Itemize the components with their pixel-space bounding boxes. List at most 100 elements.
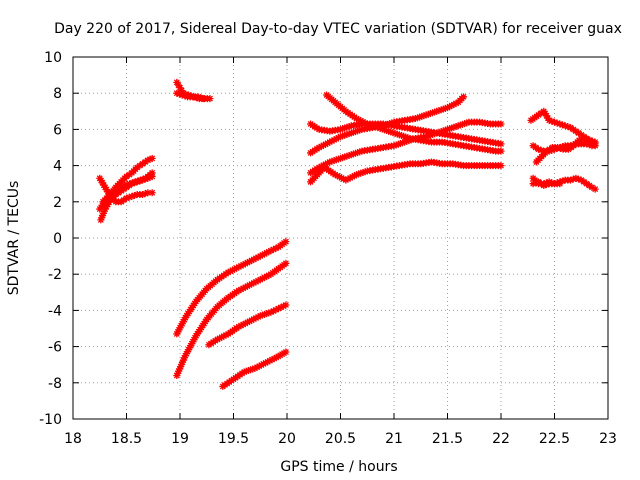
data-marker (265, 248, 273, 256)
data-marker (569, 175, 577, 183)
data-point (235, 323, 243, 331)
data-marker (339, 132, 347, 140)
data-marker (177, 322, 185, 330)
data-marker (174, 81, 182, 89)
data-marker (416, 113, 424, 121)
data-marker (263, 249, 271, 257)
data-point (97, 216, 105, 224)
data-marker (178, 360, 186, 368)
data-marker (341, 124, 349, 132)
data-marker (178, 86, 186, 94)
series-b2 (173, 89, 208, 103)
data-marker (125, 193, 133, 201)
data-point (411, 115, 419, 123)
data-point (240, 368, 248, 376)
data-point (256, 252, 264, 260)
data-marker (99, 209, 107, 217)
data-marker (354, 149, 362, 157)
x-tick-label: 20.5 (325, 431, 356, 447)
data-point (497, 162, 505, 170)
data-point (282, 238, 290, 246)
data-marker (261, 310, 269, 318)
data-marker (254, 313, 262, 321)
data-point (545, 147, 553, 155)
data-marker (241, 319, 249, 327)
data-marker (183, 348, 191, 356)
data-marker (220, 332, 228, 340)
x-tick-label: 18.5 (111, 431, 142, 447)
data-marker (378, 125, 386, 133)
data-marker (431, 130, 439, 138)
data-point (337, 133, 344, 141)
data-marker (254, 253, 262, 261)
data-marker (548, 117, 556, 125)
data-marker (128, 179, 136, 187)
data-point (326, 158, 334, 166)
data-marker (564, 123, 572, 131)
data-marker (188, 340, 196, 348)
data-point (497, 147, 505, 155)
data-marker (179, 318, 187, 326)
x-tick-label: 21.5 (432, 431, 463, 447)
data-marker (354, 127, 362, 135)
data-point (444, 104, 451, 112)
data-marker (392, 141, 400, 149)
data-marker (239, 284, 247, 292)
data-marker (349, 150, 357, 158)
data-marker (243, 259, 251, 267)
data-point (315, 163, 323, 171)
data-point (128, 192, 136, 200)
data-point (591, 138, 599, 146)
data-marker (356, 148, 364, 156)
data-marker (98, 214, 106, 222)
data-point (347, 129, 355, 137)
data-marker (123, 181, 131, 189)
data-point (173, 78, 181, 86)
data-marker (250, 315, 258, 323)
data-marker (228, 266, 236, 274)
data-point (575, 136, 583, 144)
data-point (551, 145, 558, 153)
data-marker (250, 255, 258, 263)
data-marker (341, 153, 349, 161)
data-marker (104, 201, 112, 209)
data-marker (541, 110, 549, 118)
data-marker (324, 159, 332, 167)
data-point (572, 174, 580, 182)
data-marker (322, 140, 330, 148)
data-marker (226, 267, 234, 275)
data-marker (446, 125, 454, 133)
data-point (144, 189, 152, 197)
y-tick-label: -10 (39, 412, 62, 428)
data-point (120, 182, 128, 190)
data-marker (328, 157, 336, 165)
data-point (583, 140, 591, 148)
data-marker (248, 256, 256, 264)
data-marker (424, 132, 432, 140)
data-marker (248, 280, 256, 288)
data-point (267, 308, 275, 316)
data-marker (341, 131, 349, 139)
data-marker (448, 124, 456, 132)
data-point (206, 95, 214, 103)
data-marker (441, 104, 449, 112)
data-point (567, 176, 575, 184)
data-marker (237, 322, 245, 330)
data-point (224, 268, 232, 276)
data-point (561, 122, 569, 130)
data-marker (429, 109, 437, 117)
data-point (178, 91, 186, 99)
data-marker (424, 110, 432, 118)
data-marker (328, 137, 336, 145)
data-point (115, 183, 123, 191)
data-marker (252, 314, 260, 322)
data-marker (252, 254, 260, 262)
data-marker (270, 355, 278, 363)
x-tick-label: 22.5 (539, 431, 570, 447)
data-marker (178, 358, 186, 366)
data-marker (317, 162, 325, 170)
data-marker (97, 177, 105, 185)
data-marker (426, 109, 434, 117)
data-marker (357, 117, 365, 125)
series-c1 (173, 238, 290, 338)
